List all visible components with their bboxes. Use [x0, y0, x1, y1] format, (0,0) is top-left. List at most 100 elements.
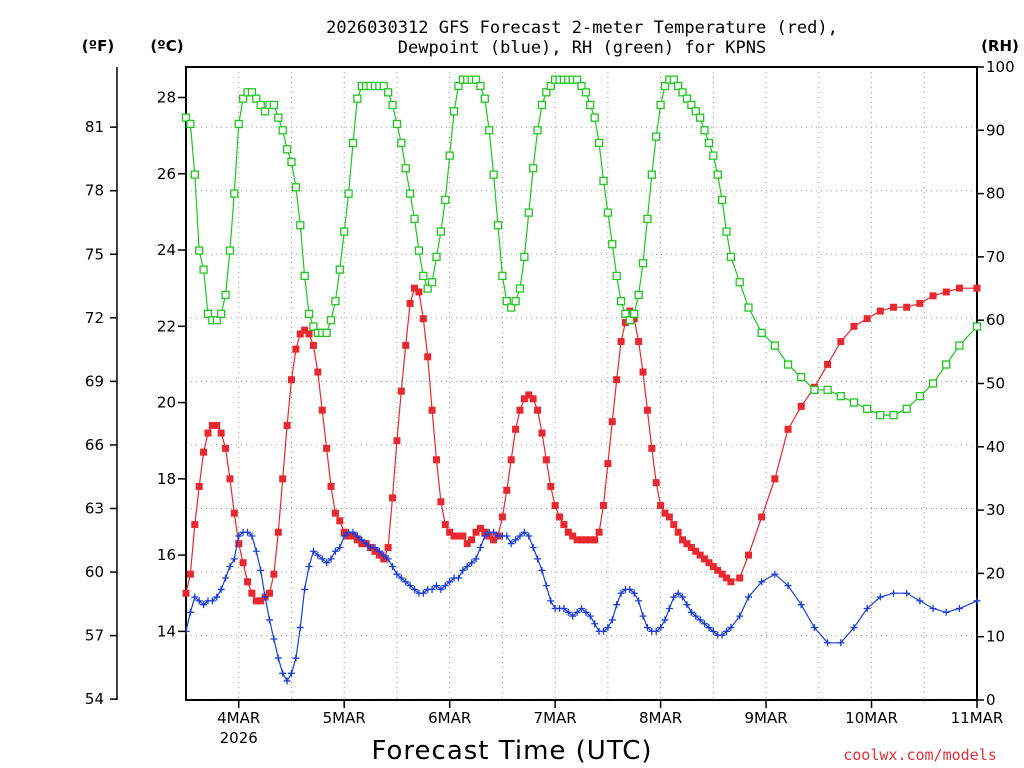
dewpoint-point [481, 532, 489, 540]
temperature-point [371, 547, 379, 555]
rh-point [344, 189, 353, 198]
dewpoint-point [674, 589, 682, 597]
temperature-point [459, 532, 467, 540]
rh-point [915, 392, 925, 401]
dewpoint-point [564, 608, 572, 616]
dewpoint-point [591, 620, 599, 628]
dewpoint-point [323, 559, 331, 567]
rh-point [304, 309, 314, 319]
dewpoint-point [191, 593, 199, 601]
temperature-point [331, 509, 339, 517]
dewpoint-point [661, 616, 669, 624]
rh-point [441, 195, 450, 205]
rh-point [247, 88, 257, 97]
rh-series [181, 75, 982, 420]
temperature-point [380, 555, 388, 563]
rh-point [489, 170, 498, 179]
dewpoint-point [230, 555, 238, 563]
temperature-point [696, 551, 704, 559]
rh-point [260, 107, 270, 116]
dewpoint-point [459, 566, 467, 574]
fahrenheit-tick-label: 63 [85, 499, 104, 517]
dewpoint-point [213, 593, 221, 601]
dewpoint-point [643, 624, 651, 632]
celsius-tick-label: 22 [157, 317, 176, 335]
fahrenheit-tick-label: 78 [85, 182, 104, 200]
dewpoint-point [538, 566, 546, 574]
temperature-point [419, 315, 427, 323]
temperature-point [279, 475, 287, 483]
dewpoint-point [507, 540, 515, 548]
temperature-point [586, 536, 594, 544]
temperature-point [621, 318, 629, 326]
dewpoint-point [599, 627, 607, 635]
temperature-point [890, 303, 898, 311]
source-credit: coolwx.com/models [843, 746, 997, 764]
rh-point [511, 297, 520, 306]
rh-point [810, 385, 819, 394]
dewpoint-point [718, 631, 726, 639]
rh-point [291, 183, 301, 192]
temperature-point [323, 444, 331, 452]
rh-point [405, 189, 415, 198]
dewpoint-point [687, 608, 695, 616]
dewpoint-point [534, 555, 542, 563]
dewpoint-point [265, 616, 273, 624]
dewpoint-point [454, 574, 462, 582]
dewpoint-point [472, 555, 480, 563]
temperature-point [837, 338, 845, 346]
dewpoint-point [542, 582, 550, 590]
temperature-point [771, 475, 779, 483]
rh-point [529, 164, 538, 173]
dewpoint-point [411, 585, 419, 593]
dewpoint-point [490, 528, 498, 536]
rh-tick-label: 60 [986, 311, 1005, 329]
temperature-point [784, 425, 792, 433]
rh-tick-label: 70 [986, 248, 1005, 266]
rh-unit-label: (RH) [981, 37, 1019, 55]
dewpoint-point [692, 612, 700, 620]
dewpoint-point [569, 612, 577, 620]
temperature-point [903, 303, 911, 311]
temperature-point [252, 597, 260, 605]
temperature-point [454, 532, 462, 540]
fahrenheit-tick-label: 60 [85, 563, 104, 581]
rh-point [326, 316, 336, 325]
rh-point [735, 278, 744, 287]
temperature-point [595, 528, 603, 536]
rh-point [419, 271, 428, 281]
dewpoint-point [283, 677, 291, 685]
rh-point [274, 113, 283, 122]
temperature-series [182, 284, 981, 605]
dewpoint-point [375, 547, 383, 555]
temperature-point [630, 315, 638, 323]
temperature-point [661, 509, 669, 517]
temperature-point [402, 341, 410, 349]
temperature-point [639, 368, 647, 376]
temperature-point [397, 387, 405, 395]
dewpoint-point [340, 532, 348, 540]
temperature-point [437, 498, 445, 506]
dewpoint-point [248, 532, 256, 540]
rh-point [542, 88, 551, 97]
temperature-point [195, 482, 203, 490]
rh-point [783, 360, 793, 369]
rh-point [335, 265, 344, 274]
dewpoint-point [701, 620, 709, 628]
temperature-point [450, 532, 458, 540]
rh-point [498, 271, 507, 281]
rh-point [630, 309, 639, 319]
dewpoint-point [727, 624, 735, 632]
temperature-point [512, 425, 520, 433]
rh-tick-label: 50 [986, 375, 1005, 393]
rh-point [621, 309, 630, 319]
dewpoint-point [736, 612, 744, 620]
temperature-point [714, 566, 722, 574]
rh-tick-label: 30 [986, 501, 1005, 519]
temperature-point [679, 536, 687, 544]
rh-point [849, 398, 859, 407]
rh-point [682, 94, 692, 103]
rh-point [397, 138, 406, 148]
temperature-point [428, 406, 436, 414]
temperature-point [345, 532, 353, 540]
